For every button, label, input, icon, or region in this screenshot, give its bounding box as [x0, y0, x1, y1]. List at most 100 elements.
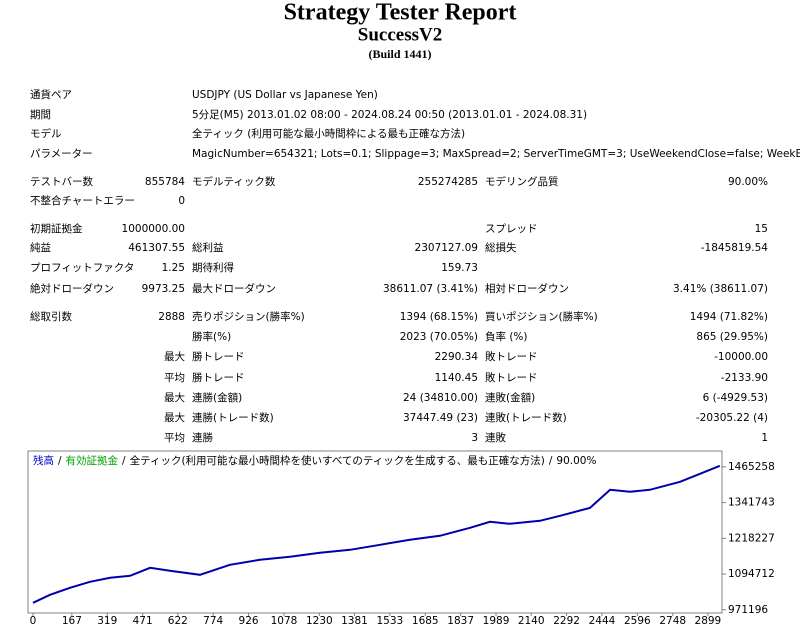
- x-tick-label: 319: [97, 615, 117, 627]
- info-value: 全ティック (利用可能な最小時間枠による最も正確な方法): [192, 127, 465, 140]
- stat-label: 最大ドローダウン: [192, 282, 276, 295]
- legend-item: 有効証拠金: [66, 454, 119, 467]
- info-value: 5分足(M5) 2013.01.02 08:00 - 2024.08.24 00…: [192, 109, 587, 121]
- chart-frame: [27, 450, 723, 614]
- stat-value: 9973.25: [142, 283, 185, 295]
- stat-label: 勝率(%): [192, 330, 231, 343]
- stat-value: -20305.22 (4): [696, 412, 768, 424]
- stat-label: 連敗(トレード数): [485, 411, 567, 424]
- stat-label: 期待利得: [192, 261, 234, 274]
- stat-value: -2133.90: [721, 372, 768, 384]
- stat-label: 連勝(金額): [192, 391, 242, 404]
- stat-value: 平均: [164, 432, 185, 444]
- stat-value: 平均: [164, 372, 185, 384]
- stat-value: 最大: [164, 411, 185, 424]
- stat-label: スプレッド: [485, 223, 538, 235]
- stat-label: モデリング品質: [485, 175, 559, 188]
- stat-label: 連敗: [485, 431, 506, 444]
- y-tick-label: 1218227: [728, 532, 775, 544]
- stat-value: 159.73: [441, 262, 478, 274]
- stat-value: 15: [755, 223, 768, 235]
- expert-name: SuccessV2: [358, 24, 442, 45]
- stat-label: 総損失: [485, 241, 517, 254]
- stat-label: 売りポジション(勝率%): [192, 310, 305, 323]
- x-tick-label: 2596: [624, 615, 651, 627]
- legend: 残高 / 有効証拠金 / 全ティック(利用可能な最小時間枠を使いすべてのティックを生成す…: [33, 454, 596, 467]
- stat-label: テストバー数: [30, 175, 93, 188]
- info-value: USDJPY (US Dollar vs Japanese Yen): [192, 89, 378, 101]
- x-tick-label: 2748: [659, 615, 686, 627]
- x-tick-label: 1533: [377, 615, 404, 627]
- stat-value: -1845819.54: [701, 242, 769, 254]
- y-tick-label: 1465258: [728, 461, 775, 473]
- x-tick-label: 1230: [306, 615, 333, 627]
- info-label: 通貨ペア: [30, 88, 72, 101]
- stat-value: 1394 (68.15%): [400, 311, 478, 323]
- y-tick-label: 1341743: [728, 497, 775, 509]
- legend-item: 90.00%: [556, 455, 596, 467]
- y-tick-label: 1094712: [728, 568, 775, 580]
- legend-item: /: [122, 455, 126, 467]
- stat-value: 1494 (71.82%): [690, 311, 768, 323]
- x-tick-label: 167: [62, 615, 82, 627]
- x-tick-label: 926: [239, 615, 259, 627]
- x-tick-label: 1837: [447, 615, 474, 627]
- stat-value: 255274285: [418, 176, 478, 188]
- stat-label: 連敗(金額): [485, 391, 535, 404]
- stat-label: 相対ドローダウン: [485, 282, 569, 295]
- x-tick-label: 774: [203, 615, 223, 627]
- stat-value: 2290.34: [435, 351, 479, 363]
- stat-value: 865 (29.95%): [696, 331, 768, 343]
- stat-label: 敗トレード: [485, 350, 538, 363]
- x-tick-label: 2444: [589, 615, 616, 627]
- stat-value: 2023 (70.05%): [400, 331, 478, 343]
- stat-value: 24 (34810.00): [403, 392, 478, 404]
- stat-label: 勝トレード: [192, 371, 245, 384]
- info-value: MagicNumber=654321; Lots=0.1; Slippage=3…: [192, 148, 800, 160]
- stat-value: 最大: [164, 391, 185, 404]
- stat-value: 38611.07 (3.41%): [383, 283, 478, 295]
- stat-value: 3.41% (38611.07): [673, 283, 768, 295]
- stat-label: 総取引数: [30, 310, 72, 323]
- info-label: モデル: [30, 127, 62, 140]
- stat-label: モデルティック数: [192, 175, 276, 188]
- stat-value: 2888: [158, 311, 185, 323]
- stat-label: 負率 (%): [485, 330, 528, 343]
- stat-label: プロフィットファクタ: [30, 262, 134, 274]
- stat-value: 3: [471, 432, 478, 444]
- legend-item: 残高: [33, 454, 54, 467]
- x-tick-label: 0: [30, 615, 37, 627]
- x-tick-label: 2292: [553, 615, 580, 627]
- stat-value: 1000000.00: [122, 223, 185, 235]
- build: (Build 1441): [368, 47, 431, 61]
- stat-label: 純益: [30, 241, 51, 254]
- stat-value: 90.00%: [728, 176, 768, 188]
- x-tick-label: 2899: [695, 615, 722, 627]
- stat-label: 連勝(トレード数): [192, 411, 274, 424]
- stat-value: 0: [178, 195, 185, 207]
- x-tick-label: 2140: [518, 615, 545, 627]
- legend-item: /: [58, 455, 62, 467]
- y-tick-label: 971196: [728, 604, 768, 616]
- stat-label: 連勝: [192, 431, 213, 444]
- stat-value: 1: [761, 432, 768, 444]
- stat-value: 855784: [145, 176, 185, 188]
- stat-value: 1.25: [162, 262, 185, 274]
- stat-label: 絶対ドローダウン: [30, 282, 114, 295]
- x-tick-label: 471: [133, 615, 153, 627]
- stat-label: 初期証拠金: [30, 222, 83, 235]
- x-tick-label: 1381: [341, 615, 368, 627]
- stat-value: 37447.49 (23): [403, 412, 478, 424]
- info-label: 期間: [30, 109, 51, 121]
- stat-label: 買いポジション(勝率%): [485, 310, 598, 323]
- x-tick-label: 622: [168, 615, 188, 627]
- stat-value: 最大: [164, 350, 185, 363]
- legend-item: /: [549, 455, 553, 467]
- balance-line: [32, 464, 721, 604]
- x-tick-label: 1989: [483, 615, 510, 627]
- stat-label: 不整合チャートエラー: [30, 194, 135, 207]
- stat-label: 敗トレード: [485, 371, 538, 384]
- stat-value: 6 (-4929.53): [703, 392, 768, 404]
